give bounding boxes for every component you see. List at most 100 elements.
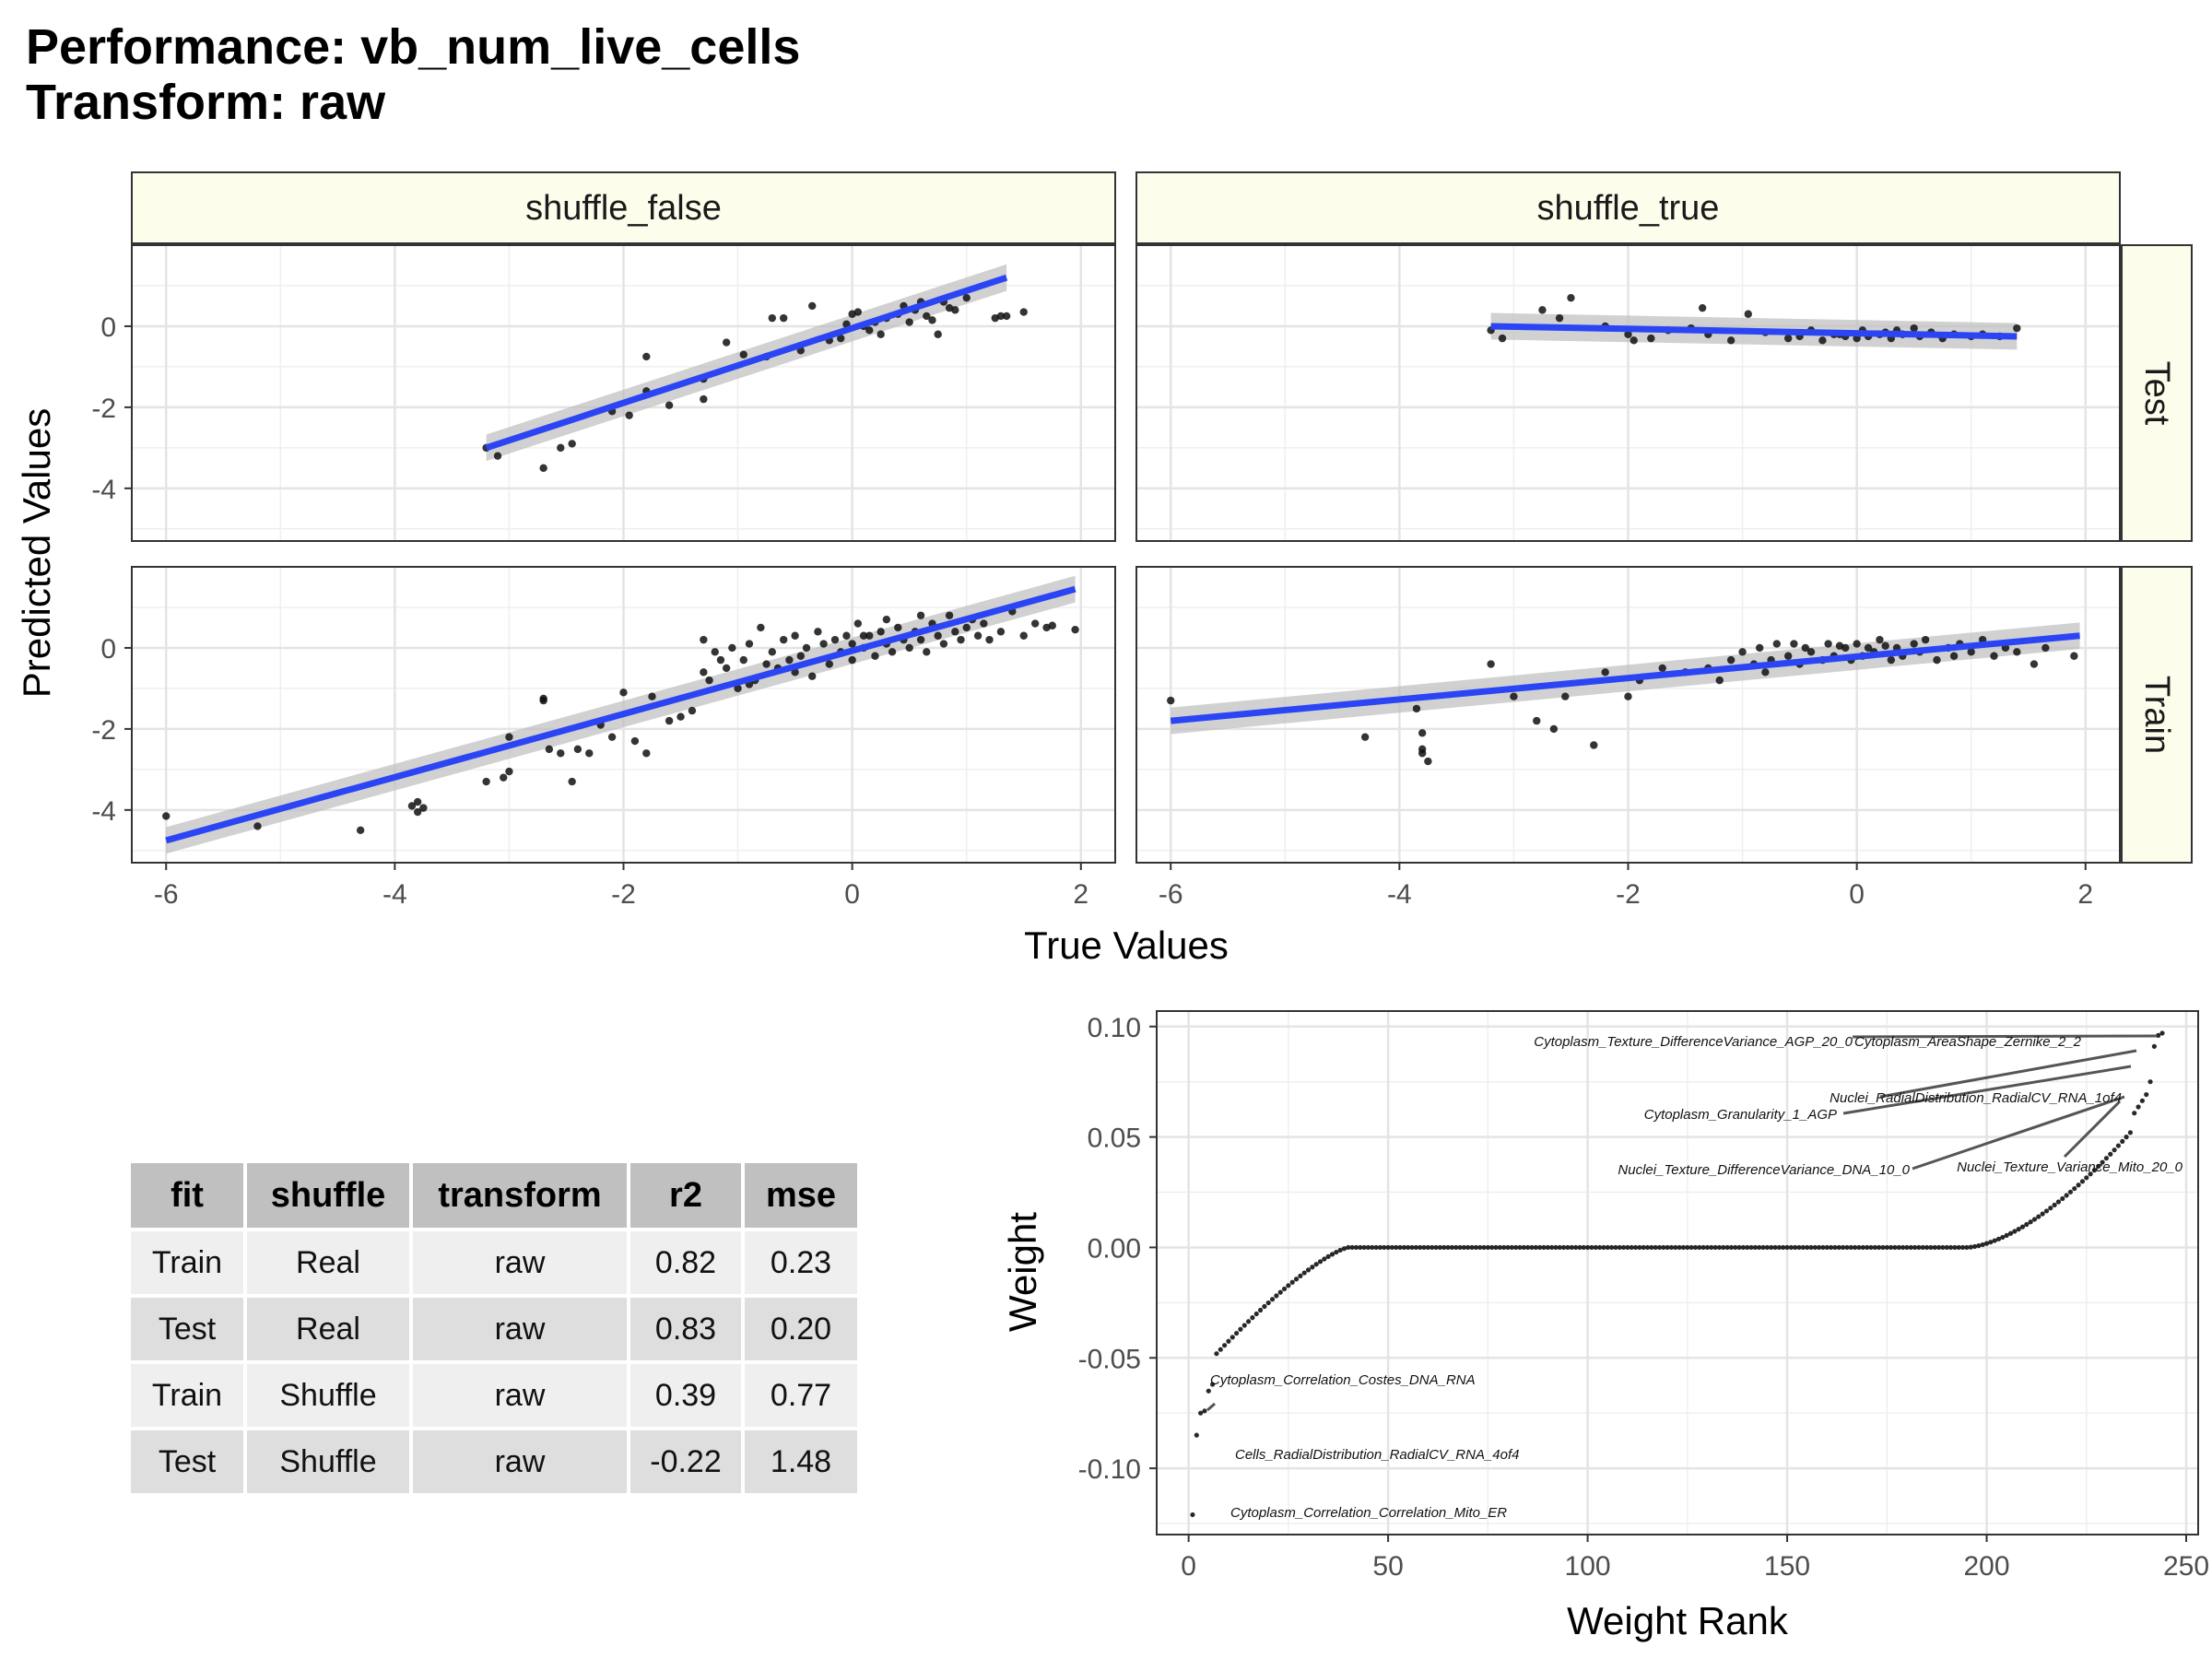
faceted-scatter-chart: shuffle_false shuffle_true Test Train -4 -2 0 -… [15, 171, 2193, 967]
weight-point [1481, 1244, 1487, 1251]
weight-point [1293, 1277, 1300, 1282]
weight-point [1257, 1307, 1264, 1313]
chart-title: Performance: vb_num_live_cells [26, 19, 801, 75]
data-point [928, 316, 936, 324]
weight-point [1413, 1244, 1419, 1251]
data-point [505, 733, 513, 741]
weight-point [1888, 1244, 1894, 1251]
weight-point [1760, 1244, 1766, 1251]
facet-strip [1135, 171, 2121, 244]
weight-point [1641, 1244, 1646, 1251]
weight-point [1877, 1244, 1882, 1251]
table-cell: Train [131, 1364, 243, 1427]
data-point [1933, 655, 1941, 665]
x-tick-label: 0 [1849, 879, 1865, 910]
data-point [1726, 655, 1735, 665]
weight-point [1322, 1256, 1327, 1262]
weight-point [1892, 1244, 1898, 1251]
weight-point [1226, 1338, 1231, 1344]
weight-point [2060, 1195, 2065, 1202]
x-axis-title: True Values [1024, 924, 1229, 967]
data-point [859, 631, 868, 640]
data-point [945, 611, 954, 619]
weight-point [1668, 1244, 1675, 1251]
weight-point [1305, 1267, 1312, 1273]
data-point [757, 623, 765, 632]
facet-strip [2121, 244, 2193, 542]
data-point [1761, 668, 1770, 677]
weight-point [1561, 1244, 1567, 1251]
weight-point [1358, 1244, 1363, 1251]
data-point [700, 668, 708, 677]
x-tick-label: 2 [2077, 879, 2093, 910]
weight-point [1649, 1244, 1654, 1251]
table-cell: 1.48 [745, 1430, 857, 1493]
weight-point [1805, 1244, 1810, 1251]
data-point [1990, 652, 1998, 660]
data-point [1538, 306, 1547, 314]
data-point [1533, 716, 1541, 725]
weight-point [1549, 1244, 1555, 1251]
weight-point [1572, 1244, 1579, 1251]
weight-point [1525, 1244, 1531, 1251]
data-point [568, 777, 576, 786]
facet-strip-label: Test [2137, 361, 2176, 426]
data-point [493, 452, 502, 460]
weight-point [1617, 1244, 1622, 1251]
weight-point [2004, 1232, 2009, 1239]
table-cell: Shuffle [247, 1430, 409, 1493]
data-point [837, 334, 845, 343]
table-cell: 0.20 [745, 1298, 857, 1360]
weight-point [1489, 1244, 1495, 1251]
data-point [619, 688, 628, 697]
weight-point [1370, 1244, 1375, 1251]
weight-point [1337, 1247, 1343, 1253]
data-point [865, 631, 874, 640]
data-point [894, 623, 902, 632]
data-point [962, 623, 971, 632]
weight-point [1605, 1244, 1610, 1251]
weight-point [1265, 1300, 1271, 1306]
data-point [848, 655, 856, 665]
data-point [539, 694, 547, 703]
data-point [980, 619, 988, 628]
weight-point [1445, 1244, 1451, 1251]
weight-point [1712, 1244, 1718, 1251]
weight-point [1477, 1244, 1483, 1251]
data-point [557, 749, 565, 758]
y-tick-label: 0.10 [1088, 1013, 1141, 1043]
table-row: Train Shuffle raw 0.39 0.77 [131, 1364, 857, 1427]
weight-point [1817, 1244, 1822, 1251]
weight-point [2055, 1199, 2062, 1205]
panel-border [1135, 244, 2121, 542]
weight-point [1541, 1244, 1547, 1251]
data-point [2041, 643, 2050, 653]
data-point [356, 826, 365, 835]
weight-point [1872, 1244, 1877, 1251]
feature-label: Cytoplasm_Correlation_Correlation_Mito_E… [1230, 1505, 1507, 1521]
weight-point [1904, 1244, 1910, 1251]
weight-point [1688, 1244, 1694, 1251]
data-point [2013, 324, 2021, 333]
weight-point [1844, 1244, 1850, 1251]
weight-point [1637, 1244, 1642, 1251]
weight-point [1214, 1351, 1219, 1357]
data-point [779, 313, 788, 323]
weight-point [1964, 1244, 1970, 1251]
weight-point [1433, 1244, 1439, 1251]
data-point [700, 635, 708, 644]
data-point [1567, 293, 1575, 302]
x-tick-label: -4 [1387, 879, 1412, 910]
weight-point [1944, 1244, 1949, 1251]
weight-point [2147, 1079, 2153, 1085]
x-tick-label: 2 [1073, 879, 1088, 910]
feature-label: Cytoplasm_AreaShape_Zernike_2_2 [1854, 1034, 2082, 1050]
weight-point [1553, 1244, 1559, 1251]
weight-point [1700, 1244, 1706, 1251]
weight-point [1685, 1244, 1690, 1251]
weight-point [1505, 1244, 1511, 1251]
data-point [1030, 619, 1040, 628]
data-point [1835, 641, 1844, 650]
weight-point [2151, 1043, 2157, 1049]
